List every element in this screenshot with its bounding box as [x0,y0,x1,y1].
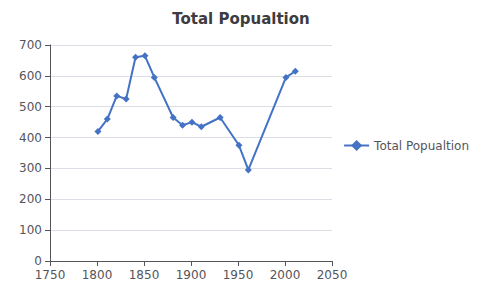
svg-text:Total Popualtion: Total Popualtion [373,139,469,153]
svg-text:100: 100 [19,223,42,237]
svg-text:1800: 1800 [82,268,113,282]
svg-text:500: 500 [19,100,42,114]
svg-text:2050: 2050 [317,268,348,282]
svg-text:1850: 1850 [129,268,160,282]
svg-text:1950: 1950 [223,268,254,282]
svg-text:1750: 1750 [35,268,66,282]
svg-text:200: 200 [19,192,42,206]
svg-text:400: 400 [19,131,42,145]
svg-text:300: 300 [19,161,42,175]
svg-text:2000: 2000 [270,268,301,282]
svg-text:1900: 1900 [176,268,207,282]
svg-text:600: 600 [19,69,42,83]
svg-text:Total Popualtion: Total Popualtion [172,10,309,28]
svg-text:0: 0 [34,254,42,268]
svg-text:700: 700 [19,38,42,52]
